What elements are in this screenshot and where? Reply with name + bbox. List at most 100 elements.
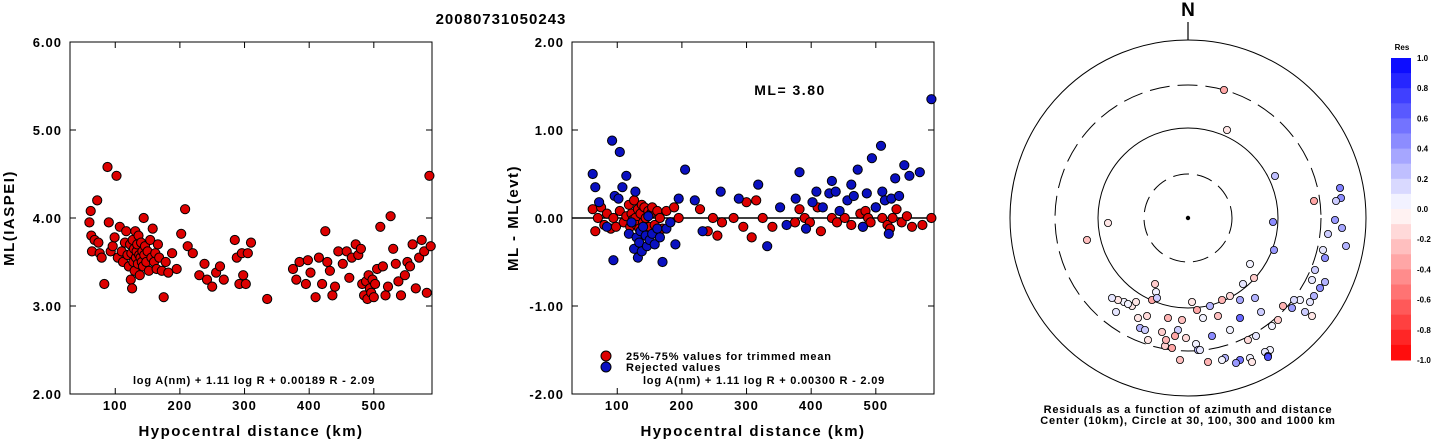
data-point (904, 170, 915, 181)
colorbar-swatch (1391, 344, 1411, 361)
colorbar-title: Res (1395, 43, 1410, 52)
data-point (291, 274, 302, 285)
legend-marker-rejected (600, 361, 612, 373)
y-tick-label: 2.00 (535, 35, 564, 50)
residual-point (1236, 295, 1245, 304)
data-point (614, 205, 625, 217)
colorbar-swatch (1391, 314, 1411, 331)
data-point (875, 140, 887, 151)
x-tick-label: 300 (734, 398, 759, 413)
data-point (333, 246, 344, 257)
data-point (846, 179, 857, 190)
colorbar-tick-label: -0.8 (1417, 326, 1431, 335)
colorbar-tick-label: 1.0 (1417, 54, 1429, 63)
residual-point (1143, 311, 1152, 320)
residual-point (1321, 277, 1330, 286)
y-tick-label: 0.00 (535, 211, 564, 226)
data-point (187, 248, 198, 259)
data-point (84, 217, 95, 228)
residual-point (1252, 331, 1261, 340)
data-point (753, 179, 764, 190)
data-point (294, 256, 305, 268)
data-point (337, 258, 348, 269)
data-point (125, 274, 136, 285)
data-point (887, 212, 898, 224)
data-point (171, 263, 182, 275)
colorbar-tick-label: -0.2 (1417, 235, 1431, 244)
formula-label: log A(nm) + 1.11 log R + 0.00300 R - 2.0… (643, 375, 885, 387)
figure-title: 20080731050243 (436, 11, 567, 28)
colorbar-swatch (1391, 58, 1411, 74)
residual-point (1220, 86, 1229, 95)
north-label: N (1181, 0, 1195, 21)
residual-point (1257, 307, 1266, 316)
data-point (673, 212, 684, 224)
residual-point (1232, 358, 1241, 367)
residual-point (1306, 297, 1315, 306)
data-point (794, 167, 805, 178)
data-point (393, 276, 404, 287)
data-point (229, 234, 240, 246)
data-point (93, 237, 104, 248)
residual-point (1214, 311, 1223, 320)
data-point (673, 193, 684, 204)
data-point (830, 186, 841, 197)
center-marker (1185, 215, 1191, 221)
y-tick-label: 6.00 (33, 35, 62, 50)
data-point (592, 212, 604, 224)
x-tick-label: 100 (605, 398, 630, 413)
plot-frame (69, 41, 433, 395)
data-point (738, 221, 749, 232)
residual-point (1223, 126, 1232, 135)
data-point (370, 278, 381, 290)
colorbar-swatch (1391, 254, 1411, 270)
caption-line-2: Center (10km), Circle at 30, 100, 300 an… (1040, 415, 1335, 427)
y-tick-label: 2.00 (33, 387, 62, 402)
y-axis-label: ML(IASPEI) (1, 170, 18, 266)
data-point (608, 255, 619, 266)
data-point (626, 217, 637, 228)
data-point (638, 221, 649, 232)
data-point (344, 272, 355, 283)
residual-point (1308, 311, 1317, 320)
colorbar-swatch (1391, 329, 1411, 346)
data-point (800, 223, 812, 234)
data-point (355, 243, 366, 254)
residual-point (1311, 265, 1320, 274)
circle-100km (1097, 127, 1279, 309)
data-point (861, 188, 872, 199)
data-point (811, 186, 822, 197)
data-point (425, 241, 436, 252)
residual-point (1176, 355, 1185, 364)
data-point (245, 237, 257, 248)
data-point (614, 146, 625, 158)
data-point (382, 281, 394, 292)
data-point (199, 258, 210, 269)
data-point (665, 217, 676, 228)
data-point (218, 274, 229, 285)
data-point (617, 182, 628, 193)
data-point (587, 168, 598, 180)
residual-point (1112, 307, 1121, 316)
residual-point (1199, 313, 1208, 322)
data-point (388, 243, 399, 254)
data-point (715, 186, 726, 197)
residual-point (1271, 171, 1280, 180)
data-point (103, 217, 114, 228)
data-point (890, 173, 901, 184)
data-point (762, 241, 773, 252)
data-point (926, 94, 937, 105)
data-point (866, 153, 878, 164)
data-point (138, 212, 149, 224)
residual-point (1171, 331, 1180, 340)
data-point (201, 274, 213, 285)
residual-point (1208, 331, 1217, 340)
x-axis-label: Hypocentral distance (km) (138, 423, 363, 440)
data-point (262, 293, 273, 305)
axis-ticks: 100 200 300 400 500 2.00 3.00 4.00 5.00 6.00 (33, 35, 432, 413)
data-point (85, 205, 96, 217)
legend-label-rejected: Rejected values (626, 362, 721, 374)
residual-point (1279, 301, 1288, 310)
data-point (817, 202, 828, 213)
